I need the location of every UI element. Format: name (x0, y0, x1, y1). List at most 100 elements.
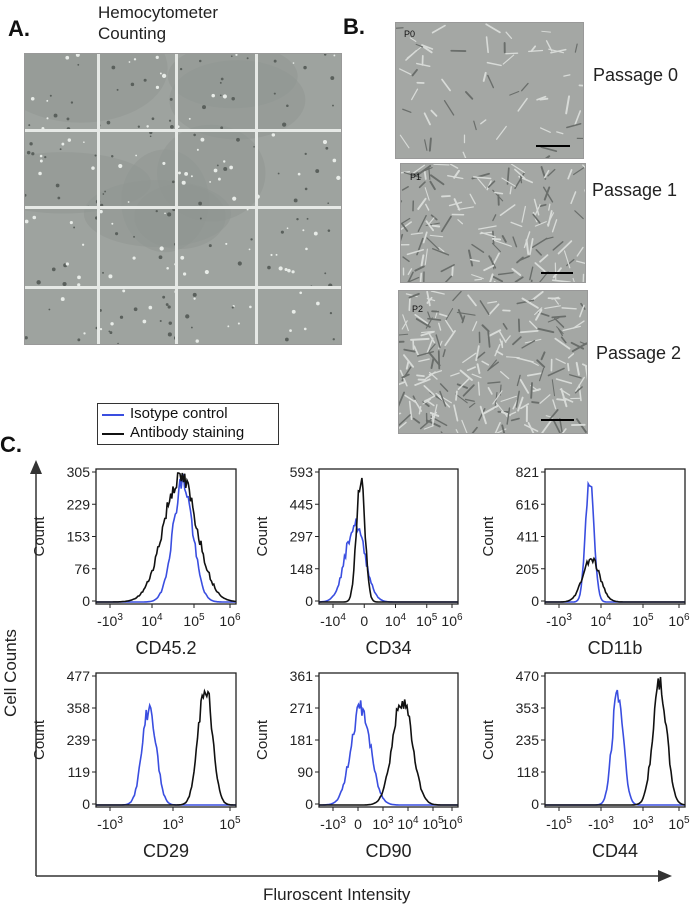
hemo-cell (229, 165, 233, 170)
marker-label: CD90 (365, 841, 411, 861)
hemo-cell (327, 202, 330, 205)
cell (479, 300, 490, 316)
cell (505, 335, 511, 343)
cell (541, 418, 553, 433)
cell (573, 166, 585, 176)
cell (430, 357, 435, 369)
y-tick-label: 445 (290, 496, 314, 512)
cell (567, 362, 570, 372)
hemo-cell (155, 209, 158, 213)
cell (414, 265, 425, 272)
legend-label-antibody: Antibody staining (130, 424, 245, 441)
hemo-cell (216, 164, 219, 167)
hemo-cell (46, 117, 49, 120)
hemo-cell (329, 311, 333, 315)
x-tick-label: -104 (320, 612, 346, 629)
cell (551, 279, 571, 282)
cell (430, 109, 438, 117)
hemo-cell (162, 161, 166, 165)
cell (493, 239, 512, 247)
cell (487, 359, 497, 372)
hemo-cell (286, 227, 289, 230)
hemo-cell (166, 266, 169, 270)
hemo-cell (292, 62, 295, 64)
cell (469, 258, 480, 262)
cell (423, 425, 434, 430)
cell (517, 396, 524, 412)
passage-2-image: P2 (398, 290, 588, 434)
cell (499, 338, 504, 348)
hemo-cell (32, 215, 37, 220)
cell (435, 392, 452, 404)
cell (552, 419, 561, 433)
cell (407, 268, 413, 276)
cell (575, 376, 585, 392)
hemo-cell (167, 332, 172, 337)
x-tick-label: -103 (546, 612, 572, 629)
cell (478, 225, 497, 230)
cell (559, 417, 563, 433)
hemo-cell (275, 253, 278, 256)
hemo-cell (83, 141, 85, 144)
cell (440, 215, 452, 233)
hemo-shade (83, 180, 232, 248)
cell (502, 322, 508, 330)
cell (494, 343, 501, 357)
hemo-cell (296, 217, 299, 221)
hemo-cell (302, 229, 305, 232)
hemo-cell (49, 94, 52, 97)
cell (421, 44, 434, 50)
cell (429, 411, 440, 417)
panel-a-title: Hemocytometer Counting (98, 3, 218, 43)
cell (403, 348, 416, 353)
cell (498, 330, 507, 343)
cell (535, 308, 543, 321)
hemo-cell (111, 65, 116, 70)
hemo-cell (182, 272, 187, 276)
hemo-cell (305, 247, 308, 251)
cell (399, 412, 402, 415)
hemo-cell (128, 61, 131, 63)
cell (546, 236, 554, 240)
cell (428, 371, 438, 380)
y-tick-label: 477 (67, 668, 91, 684)
hemo-cell (267, 265, 271, 270)
cell (455, 429, 459, 433)
cell (512, 236, 518, 248)
cell (540, 351, 546, 361)
cell (424, 248, 428, 266)
hemo-cell (168, 321, 172, 325)
hemo-cell (286, 104, 289, 108)
hemo-cell (127, 201, 130, 203)
cell (401, 373, 410, 379)
hemo-cell (133, 235, 135, 238)
hemo-cell (170, 124, 174, 129)
cell (499, 204, 516, 216)
hemo-cell (162, 295, 166, 299)
cell (496, 428, 507, 433)
cell (427, 311, 431, 319)
cell (457, 219, 464, 225)
hemo-cell (204, 269, 209, 275)
cell (534, 221, 547, 227)
cell (571, 342, 587, 353)
passage-1-tag: P1 (410, 172, 422, 182)
cell (535, 248, 542, 256)
hemo-cell (102, 193, 105, 195)
series-antibody (96, 688, 236, 806)
cell (539, 254, 549, 263)
x-tick-label: -103 (320, 815, 346, 832)
hemo-cell (69, 221, 73, 225)
hemo-cell (99, 327, 103, 331)
cell (516, 299, 535, 305)
cell (563, 250, 571, 269)
cell (428, 137, 432, 152)
cell (574, 110, 582, 126)
cell (430, 214, 438, 221)
hemo-cell (29, 142, 33, 146)
cell (401, 222, 409, 232)
hemo-cell (297, 172, 301, 176)
cell (521, 205, 526, 223)
cell (567, 353, 575, 359)
